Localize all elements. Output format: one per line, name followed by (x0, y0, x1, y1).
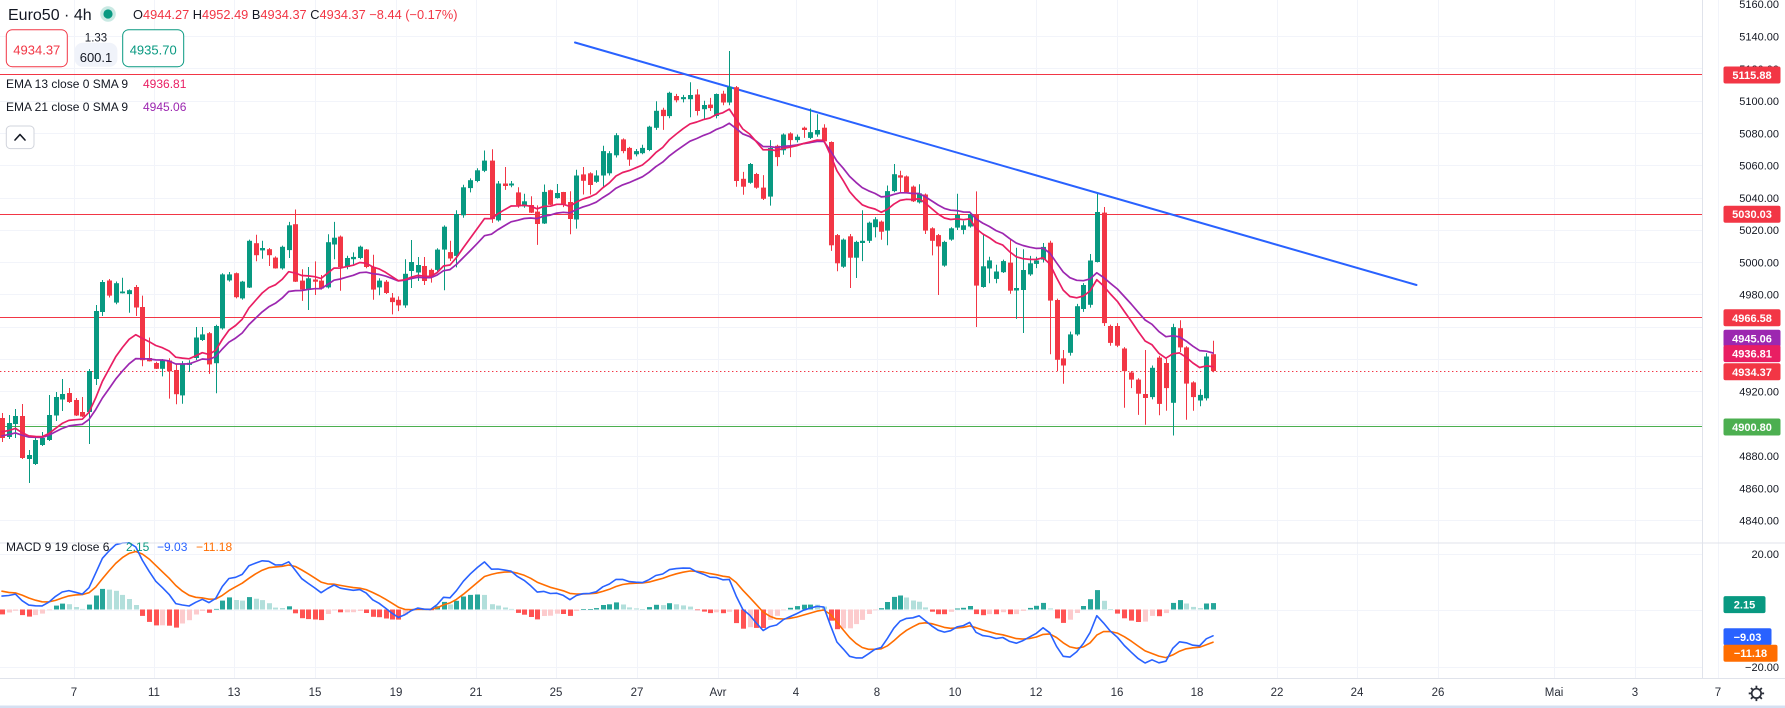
svg-text:16: 16 (1111, 687, 1124, 699)
svg-text:Mai: Mai (1545, 687, 1564, 699)
svg-text:5140.00: 5140.00 (1739, 32, 1779, 44)
svg-text:3: 3 (1632, 687, 1638, 699)
svg-text:4945.06: 4945.06 (1732, 333, 1772, 345)
svg-text:−11.18: −11.18 (1734, 648, 1767, 660)
svg-text:Avr: Avr (709, 687, 726, 699)
svg-text:−11.18: −11.18 (196, 540, 232, 554)
svg-text:25: 25 (550, 687, 563, 699)
svg-text:4920.00: 4920.00 (1739, 387, 1779, 399)
svg-text:4934.37: 4934.37 (13, 43, 60, 58)
svg-text:26: 26 (1432, 687, 1445, 699)
svg-text:4934.37: 4934.37 (1732, 367, 1772, 379)
svg-text:4: 4 (793, 687, 800, 699)
svg-text:20.00: 20.00 (1751, 549, 1779, 561)
svg-text:4936.81: 4936.81 (143, 77, 187, 91)
svg-text:4840.00: 4840.00 (1739, 516, 1779, 528)
svg-text:5040.00: 5040.00 (1739, 193, 1779, 205)
svg-text:−9.03: −9.03 (157, 540, 188, 554)
svg-text:4966.58: 4966.58 (1732, 313, 1772, 325)
svg-text:1.33: 1.33 (85, 33, 107, 45)
svg-text:5000.00: 5000.00 (1739, 257, 1779, 269)
svg-text:O4944.27 H4952.49 B4934.37 C49: O4944.27 H4952.49 B4934.37 C4934.37 −8.4… (133, 7, 458, 22)
svg-text:MACD 9 19 close 6: MACD 9 19 close 6 (6, 540, 110, 554)
svg-text:4935.70: 4935.70 (130, 43, 177, 58)
svg-text:5115.88: 5115.88 (1732, 70, 1771, 82)
svg-text:7: 7 (1715, 687, 1721, 699)
svg-text:−9.03: −9.03 (1734, 632, 1762, 644)
svg-text:18: 18 (1191, 687, 1204, 699)
svg-text:12: 12 (1030, 687, 1043, 699)
svg-text:7: 7 (71, 687, 77, 699)
svg-text:10: 10 (949, 687, 962, 699)
svg-text:22: 22 (1271, 687, 1284, 699)
svg-text:11: 11 (148, 687, 160, 699)
svg-text:19: 19 (390, 687, 403, 699)
svg-text:EMA 13 close 0 SMA 9: EMA 13 close 0 SMA 9 (6, 77, 128, 91)
svg-text:5060.00: 5060.00 (1739, 161, 1779, 173)
svg-text:4900.80: 4900.80 (1732, 422, 1772, 434)
svg-text:5080.00: 5080.00 (1739, 128, 1779, 140)
svg-text:24: 24 (1351, 687, 1364, 699)
svg-text:2.15: 2.15 (126, 540, 150, 554)
svg-text:4945.06: 4945.06 (143, 100, 187, 114)
svg-text:4880.00: 4880.00 (1739, 451, 1779, 463)
svg-text:13: 13 (228, 687, 241, 699)
svg-text:2.15: 2.15 (1734, 600, 1755, 612)
svg-text:Euro50 · 4h: Euro50 · 4h (8, 7, 92, 24)
svg-text:15: 15 (309, 687, 322, 699)
svg-text:5160.00: 5160.00 (1739, 0, 1779, 11)
svg-text:EMA 21 close 0 SMA 9: EMA 21 close 0 SMA 9 (6, 100, 128, 114)
svg-text:4936.81: 4936.81 (1732, 349, 1772, 361)
svg-text:600.1: 600.1 (80, 50, 113, 65)
svg-text:21: 21 (470, 687, 483, 699)
svg-text:8: 8 (874, 687, 880, 699)
svg-text:4980.00: 4980.00 (1739, 290, 1779, 302)
svg-text:4860.00: 4860.00 (1739, 483, 1779, 495)
svg-text:5030.03: 5030.03 (1732, 209, 1772, 221)
svg-text:5020.00: 5020.00 (1739, 225, 1779, 237)
svg-text:27: 27 (631, 687, 644, 699)
svg-text:−20.00: −20.00 (1745, 662, 1779, 674)
svg-text:5100.00: 5100.00 (1739, 96, 1779, 108)
